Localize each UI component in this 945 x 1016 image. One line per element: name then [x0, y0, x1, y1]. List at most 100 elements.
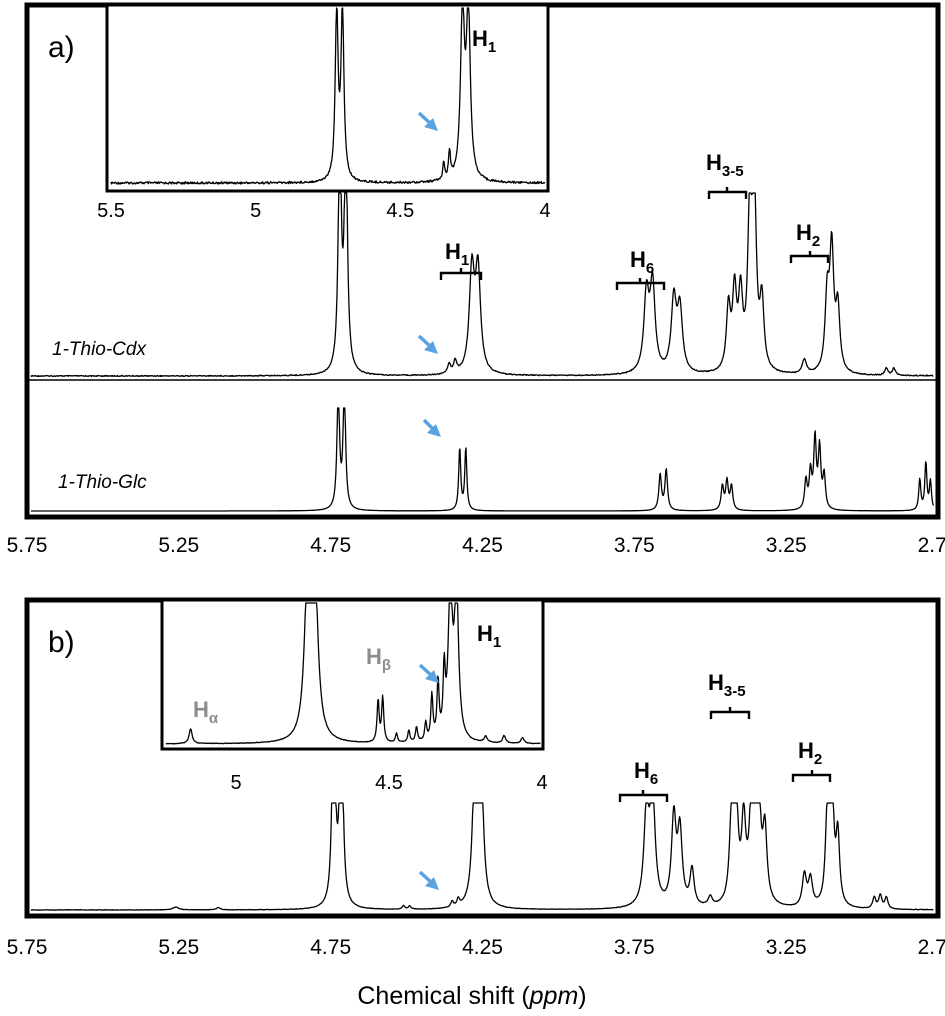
panel-a-tick-0: 5.75 [7, 534, 48, 557]
arrow-thio-glc-head [427, 424, 441, 437]
inset-b-tick-1: 4.5 [375, 772, 403, 794]
peak-label-b-h3-5: H3-5 [708, 670, 751, 719]
inset-b-h-alpha-main: H [193, 697, 209, 722]
panel-b-tick-3: 4.25 [462, 936, 503, 959]
arrow-panel-b-head [425, 877, 439, 890]
bracket-b-h3-5 [709, 707, 751, 719]
inset-b-h-beta-sub: β [382, 657, 391, 674]
bracket-b-h2 [791, 770, 832, 782]
text-a-h6-sub: 6 [646, 260, 654, 277]
panel-b-tick-6: 2.75 [918, 936, 945, 959]
panel-b-label: b) [48, 626, 75, 659]
inset-b-tick-2: 4 [536, 772, 547, 794]
panel-a-tick-5: 3.25 [766, 534, 807, 557]
text-a-h1-sub: 1 [461, 252, 469, 269]
inset-a-x-ticks: 5.5 5 4.5 4 [97, 200, 550, 222]
bracket-b-h6 [618, 790, 669, 802]
text-a-h1-main: H [445, 239, 461, 264]
inset-b-h1-sub: 1 [493, 634, 501, 651]
panel-b-tick-5: 3.25 [766, 936, 807, 959]
peak-label-a-h1: H1 [439, 239, 483, 280]
panel-b-tick-2: 4.75 [310, 936, 351, 959]
text-a-h2-sub: 2 [812, 233, 820, 250]
inset-b-spectrum [165, 602, 541, 745]
panel-a: 5.5 5 4.5 4 H1 a) 1-Thio-Cdx 1-Thio-Glc H1 … [7, 2, 945, 557]
panel-a-tick-4: 3.75 [614, 534, 655, 557]
inset-a-frame [105, 3, 550, 193]
inset-b-h-alpha-label: Hα [193, 697, 219, 727]
text-a-h2-main: H [796, 220, 812, 245]
inset-b-frame [160, 598, 545, 751]
arrow-thio-cdx [417, 334, 438, 354]
text-b-h3-5-sub: 3-5 [724, 683, 746, 700]
inset-a-arrow [417, 111, 438, 131]
bracket-a-h1 [439, 268, 483, 280]
peak-label-b-h2: H2 [791, 738, 832, 782]
panel-a-tick-1: 5.25 [158, 534, 199, 557]
trace-label-thio-glc: 1-Thio-Glc [58, 472, 147, 493]
trace-panel-b [30, 802, 934, 911]
text-b-h6-main: H [634, 758, 650, 783]
x-axis-title-unit: ppm [529, 982, 579, 1010]
text-a-h6: H6 [630, 247, 654, 277]
panel-a-tick-3: 4.25 [462, 534, 503, 557]
trace-thio-cdx [30, 192, 934, 378]
x-axis-title-prefix: Chemical shift ( [357, 982, 530, 1010]
inset-b-arrow [418, 663, 439, 683]
text-a-h1: H1 [445, 239, 469, 269]
text-b-h2: H2 [798, 738, 822, 768]
inset-b-h1-main: H [477, 621, 493, 646]
inset-a-h1-main: H [472, 26, 488, 51]
x-axis-title-suffix: ) [578, 982, 586, 1010]
text-a-h3-5-sub: 3-5 [722, 163, 744, 180]
bracket-a-h6 [615, 278, 666, 290]
panel-b: 5 4.5 4 H1 Hα Hβ b) H6 H3-5 H2 [7, 597, 945, 959]
text-b-h3-5: H3-5 [708, 670, 746, 700]
arrow-panel-b [418, 870, 439, 890]
panel-a-tick-6: 2.75 [918, 534, 945, 557]
bracket-a-h3-5 [707, 187, 748, 199]
panel-a-x-ticks: 5.75 5.25 4.75 4.25 3.75 3.25 2.75 [7, 534, 945, 557]
text-b-h6-sub: 6 [650, 771, 658, 788]
panel-b-tick-0: 5.75 [7, 936, 48, 959]
inset-a-tick-0: 5.5 [97, 200, 125, 222]
inset-a-arrow-head [424, 118, 438, 131]
panel-b-tick-1: 5.25 [158, 936, 199, 959]
arrow-thio-cdx-head [424, 341, 438, 354]
peak-label-b-h6: H6 [618, 758, 669, 802]
text-a-h3-5: H3-5 [706, 150, 744, 180]
inset-a-h1-sub: 1 [488, 39, 496, 56]
inset-a-tick-3: 4 [539, 200, 550, 222]
inset-a-h1-label: H1 [472, 26, 496, 56]
peak-label-a-h2: H2 [789, 220, 830, 263]
inset-b-tick-0: 5 [230, 772, 241, 794]
inset-a-tick-1: 5 [250, 200, 261, 222]
text-b-h2-main: H [798, 738, 814, 763]
text-b-h6: H6 [634, 758, 658, 788]
text-a-h2: H2 [796, 220, 820, 250]
inset-b-h-beta-main: H [366, 644, 382, 669]
panel-b-tick-4: 3.75 [614, 936, 655, 959]
inset-b-h-beta-label: Hβ [366, 644, 391, 674]
x-axis-title: Chemical shift (ppm) [357, 982, 586, 1010]
panel-b-x-ticks: 5.75 5.25 4.75 4.25 3.75 3.25 2.75 [7, 936, 945, 959]
inset-b-arrow-head [425, 670, 439, 683]
text-b-h2-sub: 2 [814, 751, 822, 768]
panel-a-label: a) [48, 31, 75, 64]
inset-b-h1-label: H1 [477, 621, 501, 651]
trace-thio-glc [30, 407, 935, 512]
trace-label-thio-cdx: 1-Thio-Cdx [52, 339, 147, 360]
bracket-a-h2 [789, 251, 830, 263]
panel-a-tick-2: 4.75 [310, 534, 351, 557]
inset-b-x-ticks: 5 4.5 4 [230, 772, 547, 794]
arrow-thio-glc [422, 418, 441, 437]
peak-label-a-h6: H6 [615, 247, 666, 290]
inset-b-h-alpha-sub: α [209, 710, 219, 727]
inset-a-spectrum [110, 7, 546, 185]
peak-label-a-h3-5: H3-5 [706, 150, 748, 199]
text-a-h6-main: H [630, 247, 646, 272]
text-a-h3-5-main: H [706, 150, 722, 175]
inset-a-tick-2: 4.5 [386, 200, 414, 222]
text-b-h3-5-main: H [708, 670, 724, 695]
